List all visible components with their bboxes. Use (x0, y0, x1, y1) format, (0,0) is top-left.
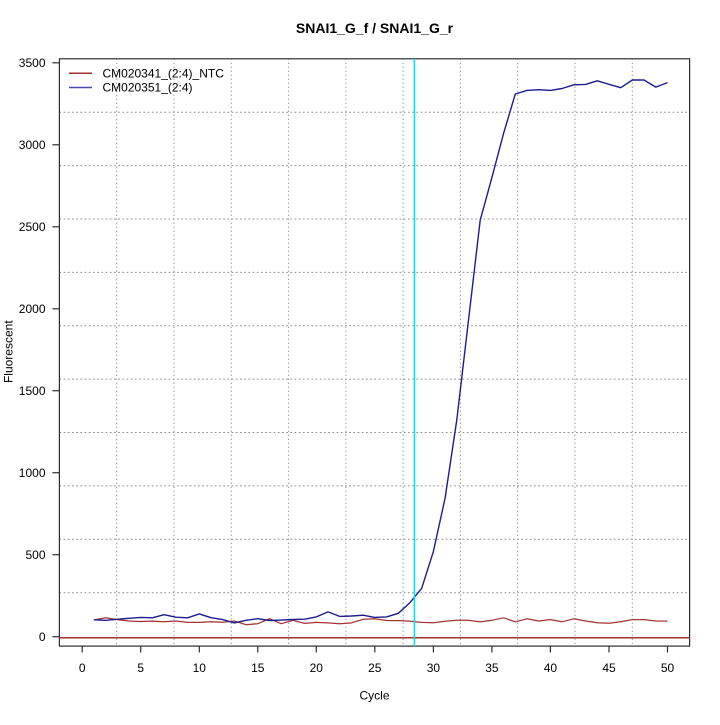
svg-text:10: 10 (193, 661, 207, 675)
svg-text:45: 45 (602, 661, 616, 675)
svg-text:2000: 2000 (19, 302, 46, 316)
svg-text:30: 30 (427, 661, 441, 675)
svg-text:3000: 3000 (19, 138, 46, 152)
svg-text:500: 500 (25, 548, 45, 562)
svg-text:35: 35 (485, 661, 499, 675)
svg-text:5: 5 (137, 661, 144, 675)
svg-text:Cycle: Cycle (359, 689, 389, 703)
svg-text:3500: 3500 (19, 56, 46, 70)
svg-text:1000: 1000 (19, 466, 46, 480)
svg-text:0: 0 (79, 661, 86, 675)
svg-text:25: 25 (368, 661, 382, 675)
svg-text:CM020351_(2:4): CM020351_(2:4) (103, 81, 193, 95)
svg-text:20: 20 (310, 661, 324, 675)
svg-text:0: 0 (39, 630, 46, 644)
svg-text:SNAI1_G_f / SNAI1_G_r: SNAI1_G_f / SNAI1_G_r (296, 20, 454, 36)
svg-text:CM020341_(2:4)_NTC: CM020341_(2:4)_NTC (103, 66, 225, 80)
svg-text:40: 40 (544, 661, 558, 675)
svg-text:50: 50 (661, 661, 675, 675)
svg-text:15: 15 (251, 661, 265, 675)
svg-text:1500: 1500 (19, 384, 46, 398)
svg-text:Fluorescent: Fluorescent (2, 320, 16, 383)
svg-text:2500: 2500 (19, 220, 46, 234)
